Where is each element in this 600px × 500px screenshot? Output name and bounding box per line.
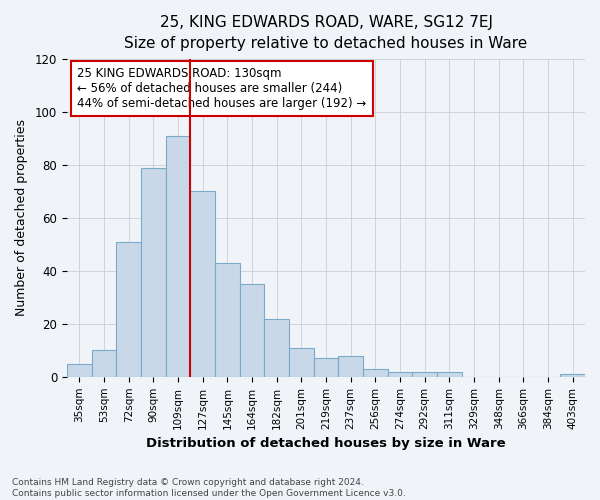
Bar bbox=[289, 348, 314, 377]
Bar bbox=[265, 318, 289, 377]
Bar bbox=[363, 369, 388, 377]
Text: Contains HM Land Registry data © Crown copyright and database right 2024.
Contai: Contains HM Land Registry data © Crown c… bbox=[12, 478, 406, 498]
Bar bbox=[314, 358, 338, 377]
Bar bbox=[412, 372, 437, 377]
Bar bbox=[437, 372, 461, 377]
Text: 25 KING EDWARDS ROAD: 130sqm
← 56% of detached houses are smaller (244)
44% of s: 25 KING EDWARDS ROAD: 130sqm ← 56% of de… bbox=[77, 67, 367, 110]
Bar bbox=[338, 356, 363, 377]
Bar bbox=[92, 350, 116, 377]
Bar bbox=[190, 192, 215, 377]
Bar bbox=[141, 168, 166, 377]
Title: 25, KING EDWARDS ROAD, WARE, SG12 7EJ
Size of property relative to detached hous: 25, KING EDWARDS ROAD, WARE, SG12 7EJ Si… bbox=[124, 15, 527, 51]
Bar bbox=[560, 374, 585, 377]
Bar bbox=[239, 284, 265, 377]
X-axis label: Distribution of detached houses by size in Ware: Distribution of detached houses by size … bbox=[146, 437, 506, 450]
Bar bbox=[166, 136, 190, 377]
Bar bbox=[67, 364, 92, 377]
Bar bbox=[388, 372, 412, 377]
Bar bbox=[116, 242, 141, 377]
Bar bbox=[215, 263, 239, 377]
Y-axis label: Number of detached properties: Number of detached properties bbox=[15, 120, 28, 316]
